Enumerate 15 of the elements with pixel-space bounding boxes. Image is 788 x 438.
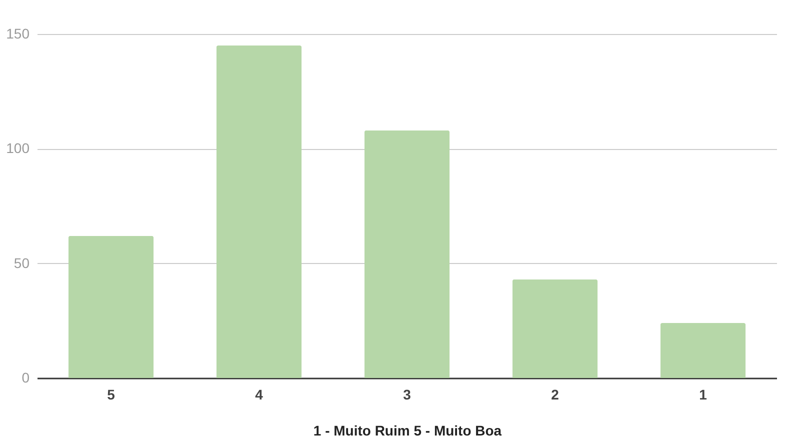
bar bbox=[512, 279, 598, 378]
x-tick-label: 5 bbox=[107, 386, 116, 402]
x-tick-label: 3 bbox=[403, 386, 412, 402]
x-axis-title: 1 - Muito Ruim 5 - Muito Boa bbox=[313, 422, 502, 438]
y-tick-label: 100 bbox=[6, 140, 30, 156]
bar bbox=[660, 322, 746, 378]
y-tick-label: 0 bbox=[22, 370, 30, 386]
bar bbox=[68, 236, 154, 378]
x-tick-label: 1 bbox=[699, 386, 708, 402]
x-tick-label: 2 bbox=[551, 386, 560, 402]
bar bbox=[216, 45, 302, 378]
bar bbox=[364, 130, 450, 378]
x-tick-label: 4 bbox=[255, 386, 264, 402]
y-tick-label: 150 bbox=[6, 26, 30, 42]
y-tick-label: 50 bbox=[14, 254, 30, 271]
